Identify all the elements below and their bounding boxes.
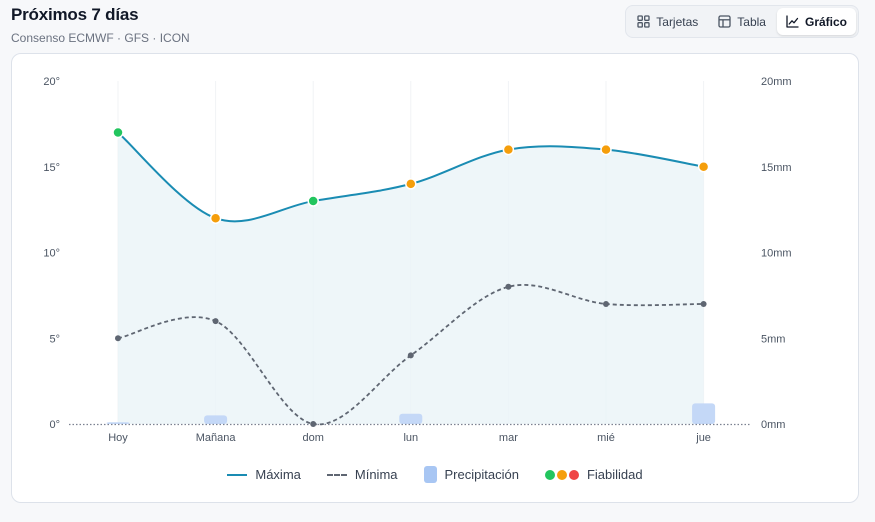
table-icon [718,15,731,28]
y-left-tick-2: 10° [43,248,60,260]
view-table-label: Tabla [737,14,766,29]
reliability-dot-medium [556,469,567,480]
x-tick-4: mar [499,432,518,444]
min-point-Mañana [212,318,219,325]
y-left-tick-1: 5° [49,333,60,345]
legend-item-precip[interactable]: Precipitación [423,466,519,483]
legend-swatch-min [326,473,347,476]
min-point-mié [603,300,609,307]
reliability-dot-low [568,469,579,480]
view-cards-button[interactable]: Tarjetas [628,8,707,35]
max-point-Hoy [112,126,124,139]
x-tick-1: Mañana [196,432,237,444]
precip-bar-Hoy [106,422,130,424]
y-right-tick-1: 5mm [761,333,785,345]
chart-legend: Máxima Mínima Precipitación Fiabilidad [12,466,858,483]
chart-card: 0° 5° 10° 15° 20° 0mm 5mm 10mm 15mm 20mm Hoy Mañana… [11,53,859,503]
legend-item-max[interactable]: Máxima [227,466,301,483]
view-chart-label: Gráfico [804,14,847,29]
max-point-mar [502,143,515,156]
y-right-tick-2: 10mm [761,248,792,260]
line-chart-icon [786,15,799,28]
legend-item-reliability[interactable]: Fiabilidad [544,466,643,483]
max-point-mié [600,143,612,156]
y-right-tick-4: 20mm [761,76,792,88]
x-tick-0: Hoy [108,432,128,444]
precip-bar-Mañana [204,415,228,424]
legend-swatch-precip [423,466,437,483]
y-right-tick-0: 0mm [761,419,785,431]
max-area [118,132,704,424]
min-point-mar [505,283,512,290]
min-point-jue [700,300,707,307]
max-point-dom [307,195,319,207]
y-left-tick-0: 0° [49,419,60,431]
legend-swatch-max [227,473,248,476]
legend-label-precip: Precipitación [444,467,519,482]
legend-label-min: Mínima [354,467,398,482]
grid-icon [637,15,650,28]
page-header: Próximos 7 días Consenso ECMWF · GFS · I… [11,5,190,45]
max-point-jue [697,161,710,173]
forecast-chart: 0° 5° 10° 15° 20° 0mm 5mm 10mm 15mm 20mm Hoy Mañana… [43,76,792,444]
reliability-dot-high [544,469,555,480]
view-chart-button[interactable]: Gráfico [776,8,856,35]
precip-bar-jue [692,403,716,424]
y-right-tick-3: 15mm [761,162,792,174]
page-title: Próximos 7 días [11,5,139,24]
y-left-tick-4: 20° [43,76,60,88]
legend-item-min[interactable]: Mínima [326,466,398,483]
max-point-Mañana [209,212,222,224]
view-switcher: Tarjetas Tabla Gráfico [625,5,859,38]
legend-label-reliability: Fiabilidad [586,467,643,482]
x-tick-5: mié [597,432,615,444]
min-point-lun [407,352,414,359]
view-cards-label: Tarjetas [656,14,699,29]
x-tick-3: lun [403,432,418,444]
min-point-Hoy [115,335,121,342]
page-subtitle: Consenso ECMWF · GFS · ICON [11,31,190,45]
view-table-button[interactable]: Tabla [709,8,775,35]
legend-label-max: Máxima [255,467,301,482]
min-point-dom [310,421,317,427]
y-left-tick-3: 15° [43,162,60,174]
max-point-lun [405,178,417,190]
precip-bar-lun [399,413,423,424]
legend-swatch-reliability [544,469,579,480]
x-tick-6: jue [695,432,711,444]
x-tick-2: dom [302,432,323,444]
